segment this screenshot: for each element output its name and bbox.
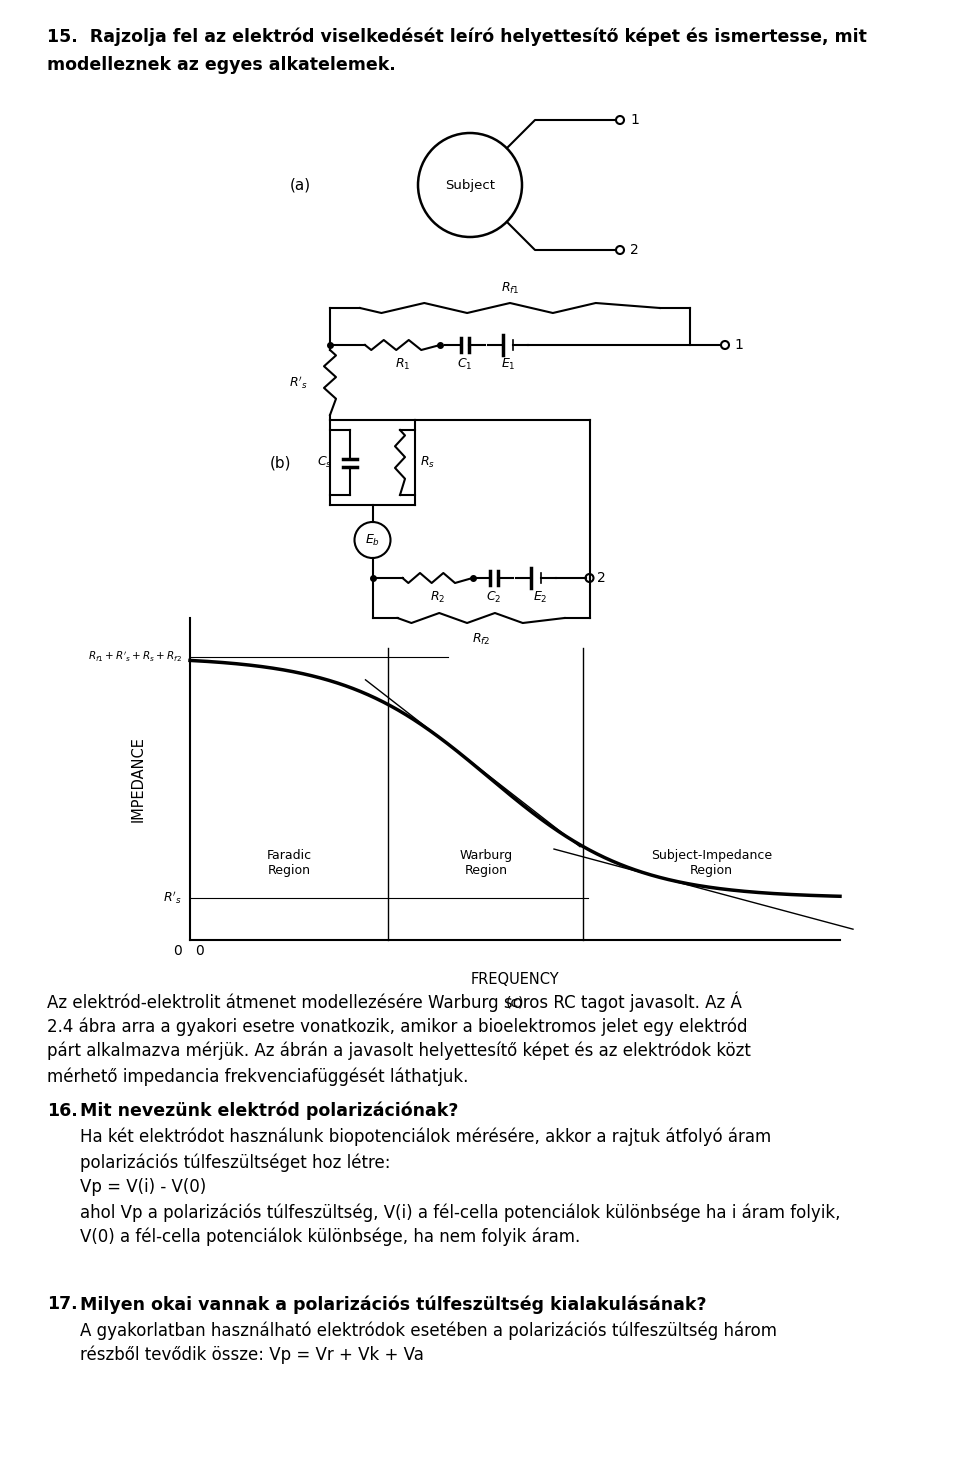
Text: (a): (a) xyxy=(290,177,311,192)
Text: 1: 1 xyxy=(734,338,743,352)
Text: 0: 0 xyxy=(195,943,204,958)
Text: $R_s$: $R_s$ xyxy=(420,456,435,470)
Text: $R_{f1}$: $R_{f1}$ xyxy=(501,281,519,296)
Text: IMPEDANCE: IMPEDANCE xyxy=(131,735,146,822)
Text: Warburg
Region: Warburg Region xyxy=(459,848,513,876)
Text: 16.: 16. xyxy=(47,1102,78,1121)
Text: 2: 2 xyxy=(630,243,638,256)
Text: párt alkalmazva mérjük. Az ábrán a javasolt helyettesítő képet és az elektródok : párt alkalmazva mérjük. Az ábrán a javas… xyxy=(47,1042,751,1061)
Text: $C_1$: $C_1$ xyxy=(457,357,472,372)
Text: polarizációs túlfeszültséget hoz létre:: polarizációs túlfeszültséget hoz létre: xyxy=(80,1153,391,1172)
Text: Az elektród-elektrolit átmenet modellezésére Warburg soros RC tagot javasolt. Az: Az elektród-elektrolit átmenet modellezé… xyxy=(47,992,742,1012)
Text: (c): (c) xyxy=(506,995,524,1009)
Text: $R'_s$: $R'_s$ xyxy=(289,374,308,391)
Text: 17.: 17. xyxy=(47,1295,78,1313)
Text: $E_1$: $E_1$ xyxy=(501,357,516,372)
Text: Milyen okai vannak a polarizációs túlfeszültség kialakulásának?: Milyen okai vannak a polarizációs túlfes… xyxy=(80,1295,707,1314)
Text: 1: 1 xyxy=(630,113,638,127)
Text: $C_s$: $C_s$ xyxy=(317,456,332,470)
Text: $R_1$: $R_1$ xyxy=(395,357,410,372)
Text: $R_{f1}+R'_s+R_s+R_{f2}$: $R_{f1}+R'_s+R_s+R_{f2}$ xyxy=(87,649,182,664)
Text: V(0) a fél-cella potenciálok különbsége, ha nem folyik áram.: V(0) a fél-cella potenciálok különbsége,… xyxy=(80,1228,580,1247)
Text: 2: 2 xyxy=(597,571,607,585)
Text: 2.4 ábra arra a gyakori esetre vonatkozik, amikor a bioelektromos jelet egy elek: 2.4 ábra arra a gyakori esetre vonatkozi… xyxy=(47,1017,748,1036)
Text: mérhető impedancia frekvenciafüggését láthatjuk.: mérhető impedancia frekvenciafüggését lá… xyxy=(47,1067,468,1086)
Text: $C_2$: $C_2$ xyxy=(487,590,502,605)
Text: $R'_s$: $R'_s$ xyxy=(163,889,182,907)
Text: 0: 0 xyxy=(173,943,182,958)
Text: $E_b$: $E_b$ xyxy=(365,532,380,548)
Text: FREQUENCY: FREQUENCY xyxy=(470,971,560,987)
Text: Mit nevezünk elektród polarizációnak?: Mit nevezünk elektród polarizációnak? xyxy=(80,1102,458,1121)
Text: Subject: Subject xyxy=(445,179,495,192)
Text: ahol Vp a polarizációs túlfeszültség, V(i) a fél-cella potenciálok különbsége ha: ahol Vp a polarizációs túlfeszültség, V(… xyxy=(80,1203,841,1222)
Text: 15.  Rajzolja fel az elektród viselkedését leíró helyettesítő képet és ismertess: 15. Rajzolja fel az elektród viselkedésé… xyxy=(47,28,867,47)
Text: részből tevődik össze: Vp = Vr + Vk + Va: részből tevődik össze: Vp = Vr + Vk + Va xyxy=(80,1346,424,1364)
Text: Ha két elektródot használunk biopotenciálok mérésére, akkor a rajtuk átfolyó ára: Ha két elektródot használunk biopotenciá… xyxy=(80,1128,771,1147)
Text: $R_{f2}$: $R_{f2}$ xyxy=(471,631,491,648)
Text: A gyakorlatban használható elektródok esetében a polarizációs túlfeszültség háro: A gyakorlatban használható elektródok es… xyxy=(80,1321,777,1339)
Text: $R_2$: $R_2$ xyxy=(430,590,445,605)
Text: Vp = V(i) - V(0): Vp = V(i) - V(0) xyxy=(80,1178,206,1195)
Text: (b): (b) xyxy=(270,456,292,470)
Text: Subject-Impedance
Region: Subject-Impedance Region xyxy=(651,848,772,876)
Text: $E_2$: $E_2$ xyxy=(533,590,548,605)
Text: modelleznek az egyes alkatelemek.: modelleznek az egyes alkatelemek. xyxy=(47,56,396,75)
Text: Faradic
Region: Faradic Region xyxy=(267,848,312,876)
